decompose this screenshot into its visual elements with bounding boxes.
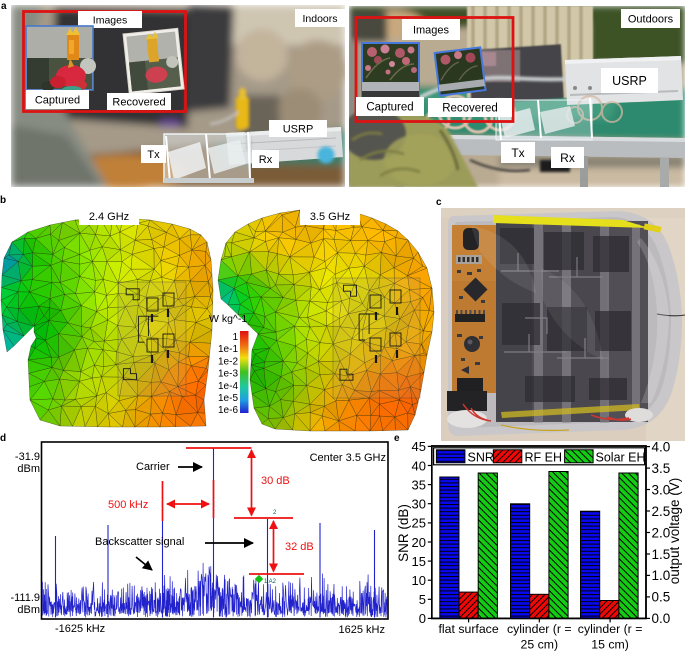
svg-text:20: 20 [412, 535, 426, 550]
svg-text:1 A2: 1 A2 [264, 579, 277, 585]
svg-text:15: 15 [412, 554, 426, 569]
svg-text:Recovered: Recovered [442, 103, 498, 115]
svg-text:45: 45 [412, 439, 426, 454]
svg-text:cylinder (r =: cylinder (r = [578, 622, 643, 636]
svg-text:Outdoors: Outdoors [628, 14, 674, 26]
svg-text:32 dB: 32 dB [285, 541, 314, 553]
svg-text:dBm: dBm [17, 463, 40, 475]
svg-text:USRP: USRP [612, 74, 647, 88]
svg-text:SNR (dB): SNR (dB) [396, 504, 411, 562]
svg-text:1e-3: 1e-3 [218, 369, 238, 380]
svg-text:1e-4: 1e-4 [218, 381, 238, 392]
svg-text:25 cm): 25 cm) [521, 638, 559, 652]
svg-text:1e-2: 1e-2 [218, 356, 238, 367]
svg-text:RF EH: RF EH [525, 450, 563, 464]
svg-text:2.5: 2.5 [652, 504, 671, 519]
svg-text:Captured: Captured [366, 102, 413, 114]
svg-text:2: 2 [273, 510, 277, 516]
svg-text:Rx: Rx [259, 154, 273, 166]
svg-text:Images: Images [93, 14, 127, 26]
svg-text:30 dB: 30 dB [261, 475, 290, 487]
svg-text:1.0: 1.0 [652, 568, 671, 583]
svg-text:1: 1 [232, 332, 238, 343]
svg-text:25: 25 [412, 516, 426, 531]
svg-text:1e-6: 1e-6 [218, 405, 238, 416]
svg-text:0: 0 [419, 611, 426, 626]
svg-text:Tx: Tx [511, 146, 524, 160]
svg-text:SNR: SNR [468, 450, 494, 464]
svg-text:cylinder (r =: cylinder (r = [507, 622, 572, 636]
svg-text:-1625 kHz: -1625 kHz [55, 623, 105, 635]
svg-text:4.0: 4.0 [652, 439, 671, 454]
svg-text:Backscatter signal: Backscatter signal [95, 536, 184, 548]
svg-text:10: 10 [412, 573, 426, 588]
svg-text:30: 30 [412, 497, 426, 512]
svg-text:40: 40 [412, 458, 426, 473]
svg-text:Captured: Captured [35, 95, 80, 107]
svg-text:Images: Images [413, 25, 450, 37]
svg-text:15 cm): 15 cm) [591, 638, 629, 652]
svg-text:Solar EH: Solar EH [596, 450, 646, 464]
svg-text:5: 5 [419, 592, 426, 607]
svg-text:-111.9: -111.9 [10, 592, 40, 604]
svg-text:3.0: 3.0 [652, 482, 671, 497]
svg-text:-31.9: -31.9 [15, 451, 40, 463]
svg-text:500 kHz: 500 kHz [108, 499, 148, 511]
svg-text:Rx: Rx [560, 151, 575, 165]
svg-text:Indoors: Indoors [302, 13, 337, 25]
svg-text:Recovered: Recovered [112, 97, 165, 109]
svg-text:3.5 GHz: 3.5 GHz [310, 211, 350, 223]
svg-text:USRP: USRP [283, 124, 314, 136]
svg-text:35: 35 [412, 477, 426, 492]
svg-text:Tx: Tx [147, 149, 160, 161]
svg-text:1e-1: 1e-1 [218, 344, 238, 355]
svg-text:0.0: 0.0 [652, 611, 671, 626]
svg-text:flat surface: flat surface [439, 622, 499, 636]
svg-text:1e-5: 1e-5 [218, 393, 238, 404]
svg-text:Carrier: Carrier [136, 461, 170, 473]
svg-text:3.5: 3.5 [652, 461, 671, 476]
svg-text:1625 kHz: 1625 kHz [339, 624, 385, 636]
svg-text:output voltage (V): output voltage (V) [667, 478, 682, 585]
svg-text:W kg^-1: W kg^-1 [209, 313, 247, 325]
svg-text:2.4 GHz: 2.4 GHz [89, 211, 129, 223]
svg-text:2.0: 2.0 [652, 525, 671, 540]
svg-text:dBm: dBm [17, 604, 40, 616]
svg-text:Center 3.5 GHz: Center 3.5 GHz [310, 452, 386, 464]
svg-text:1.5: 1.5 [652, 547, 671, 562]
svg-text:0.5: 0.5 [652, 590, 671, 605]
